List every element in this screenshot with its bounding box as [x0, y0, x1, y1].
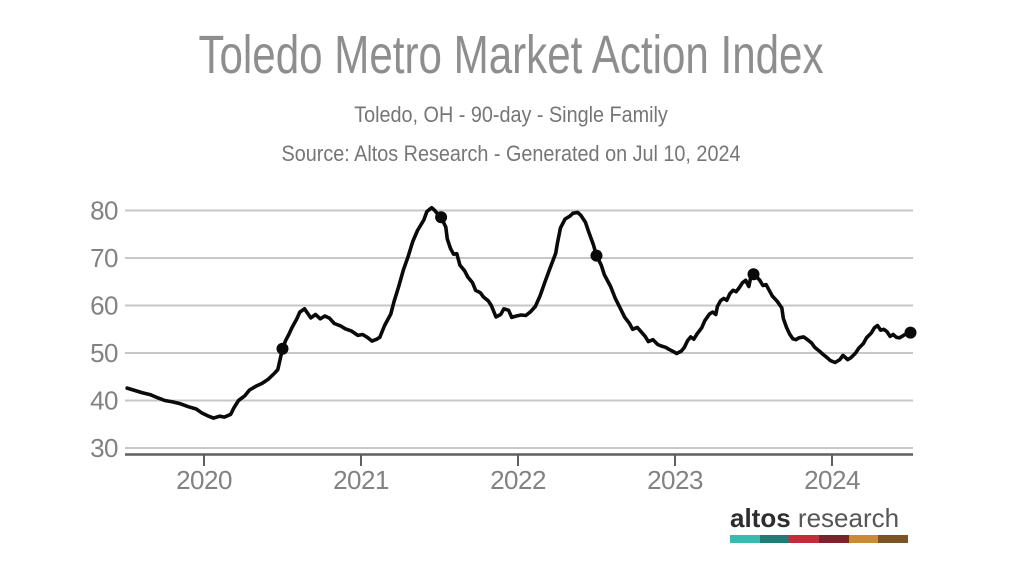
chart-source-line: Source: Altos Research - Generated on Ju… [281, 141, 741, 166]
logo-bar-segment-2 [789, 535, 820, 543]
y-axis-label-70: 70 [90, 243, 118, 273]
y-axis-label-60: 60 [90, 291, 118, 321]
data-point-marker-2 [590, 249, 603, 262]
logo-bar-segment-4 [848, 535, 879, 543]
data-point-marker-3 [747, 268, 760, 281]
x-axis-label-2021: 2021 [333, 465, 389, 495]
y-axis-label-50: 50 [90, 338, 118, 368]
x-axis-label-2022: 2022 [490, 465, 546, 495]
logo-text: altos research [730, 505, 908, 531]
data-point-marker-4 [904, 326, 917, 339]
y-axis-label-80: 80 [90, 196, 118, 226]
data-point-marker-1 [435, 211, 448, 224]
market-action-index-line [125, 205, 913, 420]
logo-bar-segment-5 [878, 535, 909, 543]
logo-word-altos: altos [730, 503, 791, 533]
logo-word-research: research [797, 503, 900, 533]
altos-research-logo: altos research [730, 505, 909, 543]
x-axis-label-2023: 2023 [647, 465, 703, 495]
page-title: Toledo Metro Market Action Index [198, 25, 824, 85]
logo-color-bar [730, 535, 909, 543]
logo-bar-segment-3 [819, 535, 849, 543]
data-point-marker-0 [276, 342, 289, 355]
x-axis-label-2020: 2020 [176, 465, 232, 495]
logo-bar-segment-0 [730, 535, 760, 543]
y-axis-label-30: 30 [90, 433, 118, 463]
x-axis-label-2024: 2024 [804, 465, 860, 495]
logo-bar-segment-1 [759, 535, 790, 543]
chart-subtitle: Toledo, OH - 90-day - Single Family [354, 102, 668, 127]
y-axis-label-40: 40 [90, 386, 118, 416]
